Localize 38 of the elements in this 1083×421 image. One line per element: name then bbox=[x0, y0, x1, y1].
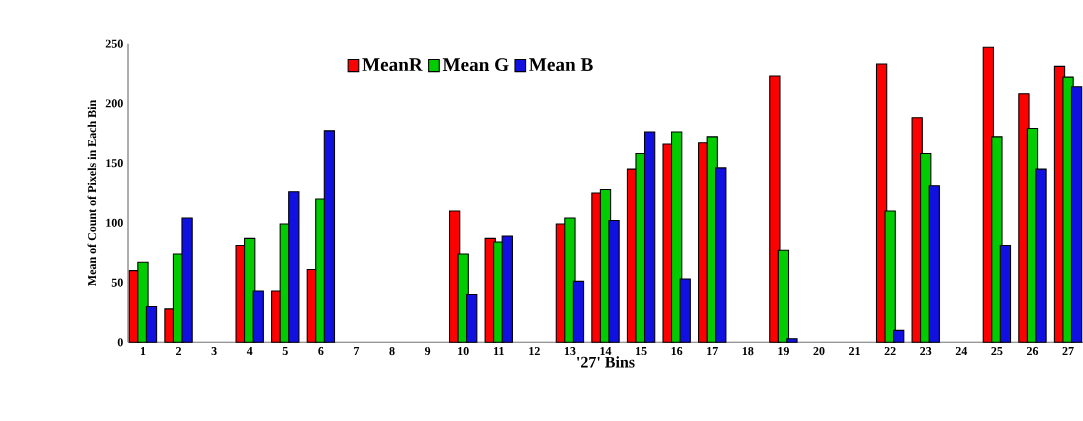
x-tick-label: 12 bbox=[529, 347, 540, 355]
x-tick-label: 8 bbox=[389, 347, 395, 356]
legend-label: Mean B bbox=[529, 58, 593, 72]
y-tick-label: 0 bbox=[117, 338, 123, 347]
y-tick-label: 250 bbox=[105, 39, 123, 48]
x-tick-label: 23 bbox=[920, 347, 932, 356]
x-tick-label: 2 bbox=[176, 347, 182, 355]
x-tick-label: 24 bbox=[955, 347, 968, 355]
x-tick-label: 11 bbox=[494, 347, 504, 355]
x-tick-label: 17 bbox=[707, 347, 718, 355]
x-tick-label: 15 bbox=[636, 347, 647, 356]
x-tick-label: 3 bbox=[211, 347, 217, 356]
x-tick-label: 26 bbox=[1026, 347, 1039, 356]
x-tick-label: 21 bbox=[849, 347, 860, 355]
x-axis-title: '27' Bins bbox=[577, 356, 635, 368]
legend-label: Mean G bbox=[442, 58, 509, 72]
y-tick-label: 50 bbox=[111, 278, 123, 287]
x-tick-label: 6 bbox=[318, 347, 324, 356]
x-tick-label: 18 bbox=[742, 347, 754, 356]
x-tick-label: 13 bbox=[564, 347, 576, 356]
y-tick-label: 100 bbox=[106, 218, 123, 227]
legend-label: MeanR bbox=[362, 58, 423, 72]
x-tick-label: 27 bbox=[1062, 347, 1074, 355]
x-tick-label: 14 bbox=[600, 347, 612, 355]
x-tick-label: 4 bbox=[246, 347, 253, 355]
x-tick-label: 1 bbox=[140, 347, 146, 355]
y-axis-title: Mean of Count of Pixels in Each Bin bbox=[87, 100, 97, 286]
x-tick-label: 7 bbox=[354, 347, 360, 355]
x-tick-label: 9 bbox=[424, 347, 431, 356]
x-tick-label: 19 bbox=[778, 347, 789, 356]
x-tick-label: 16 bbox=[671, 347, 683, 356]
x-tick-label: 22 bbox=[884, 347, 896, 355]
x-tick-label: 10 bbox=[458, 347, 469, 356]
x-tick-label: 5 bbox=[282, 347, 288, 356]
y-tick-label: 150 bbox=[106, 159, 123, 168]
x-tick-label: 25 bbox=[991, 347, 1003, 356]
x-tick-label: 20 bbox=[813, 347, 825, 356]
y-tick-label: 200 bbox=[105, 99, 123, 108]
